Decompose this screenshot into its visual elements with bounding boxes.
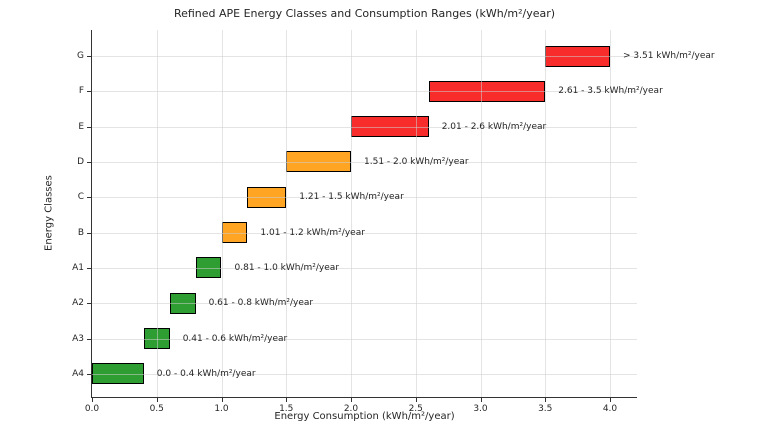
gridline-vertical [156, 30, 158, 397]
range-annotation-a2: 0.61 - 0.8 kWh/m²/year [208, 298, 314, 309]
x-tick-mark [545, 398, 547, 402]
x-tick-label: 4.0 [602, 404, 618, 414]
x-tick-mark [480, 398, 482, 402]
x-tick-mark [286, 398, 288, 402]
range-annotation-a4: 0.0 - 0.4 kWh/m²/year [156, 368, 256, 379]
x-tick-label: 1.5 [279, 404, 294, 414]
range-annotation-d: 1.51 - 2.0 kWh/m²/year [364, 156, 469, 167]
x-tick-label: 0.5 [149, 404, 164, 414]
x-tick-mark [92, 398, 93, 402]
y-tick-label: C [77, 192, 84, 203]
range-annotation-a1: 0.81 - 1.0 kWh/m²/year [234, 262, 340, 273]
gridline-vertical [286, 30, 288, 397]
range-annotation-b: 1.01 - 1.2 kWh/m²/year [260, 227, 365, 238]
gridline-vertical [415, 30, 417, 397]
y-tick-mark [87, 91, 91, 93]
y-tick-mark [87, 338, 91, 340]
range-annotation-c: 1.21 - 1.5 kWh/m²/year [299, 192, 404, 203]
x-tick-mark [221, 398, 223, 402]
x-tick-label: 3.0 [473, 404, 488, 414]
y-tick-label: F [78, 86, 84, 97]
x-axis-spine [91, 397, 637, 399]
gridline-horizontal [92, 126, 637, 128]
x-tick-mark [610, 398, 611, 402]
x-tick-mark [415, 398, 417, 402]
gridline-vertical [545, 30, 547, 397]
y-axis-spine [91, 30, 93, 398]
x-tick-label: 2.5 [408, 404, 423, 414]
y-tick-label: A4 [72, 368, 84, 379]
gridline-horizontal [92, 338, 637, 340]
range-annotation-f: 2.61 - 3.5 kWh/m²/year [558, 86, 663, 97]
gridline-vertical [351, 30, 352, 397]
y-tick-mark [87, 303, 91, 305]
y-tick-mark [87, 197, 91, 199]
x-axis-title: Energy Consumption (kWh/m²/year) [274, 411, 455, 422]
gridline-horizontal [92, 91, 637, 93]
plot-area: 0.0 0.5 1.0 1.5 2.0 2.5 3.0 3.5 4.0 G > 3.51 kWh/m… [72, 30, 715, 414]
y-tick-mark [87, 126, 91, 128]
gridline-horizontal [92, 373, 637, 375]
gridline-horizontal [92, 303, 637, 305]
gridline-horizontal [92, 267, 637, 269]
gridline-vertical [221, 30, 223, 397]
x-tick-label: 2.0 [343, 404, 359, 414]
x-tick-label: 0.0 [84, 404, 100, 414]
range-annotation-g: > 3.51 kWh/m²/year [623, 51, 715, 61]
range-annotation-e: 2.01 - 2.6 kWh/m²/year [441, 121, 547, 132]
y-tick-mark [87, 232, 91, 234]
y-tick-label: D [77, 156, 84, 167]
y-tick-label: B [77, 227, 84, 238]
gridline-vertical [610, 30, 611, 397]
gridline-horizontal [92, 161, 637, 163]
y-tick-mark [87, 373, 91, 375]
y-tick-label: A3 [72, 333, 84, 344]
y-tick-label: E [78, 121, 84, 132]
range-annotation-a3: 0.41 - 0.6 kWh/m²/year [182, 333, 288, 344]
y-tick-label: G [77, 51, 84, 61]
y-tick-mark [87, 161, 91, 163]
gridline-horizontal [92, 232, 637, 234]
x-tick-label: 1.0 [214, 404, 229, 414]
y-tick-label: A2 [72, 298, 84, 309]
y-tick-label: A1 [72, 262, 84, 273]
x-tick-label: 3.5 [538, 404, 553, 414]
gridline-horizontal [92, 56, 637, 57]
x-tick-mark [156, 398, 158, 402]
chart-title: Refined APE Energy Classes and Consumpti… [173, 7, 556, 20]
y-tick-mark [87, 267, 91, 269]
gridline-vertical [480, 30, 482, 397]
x-tick-mark [351, 398, 352, 402]
y-tick-mark [87, 56, 91, 57]
gridline-horizontal [92, 197, 637, 199]
